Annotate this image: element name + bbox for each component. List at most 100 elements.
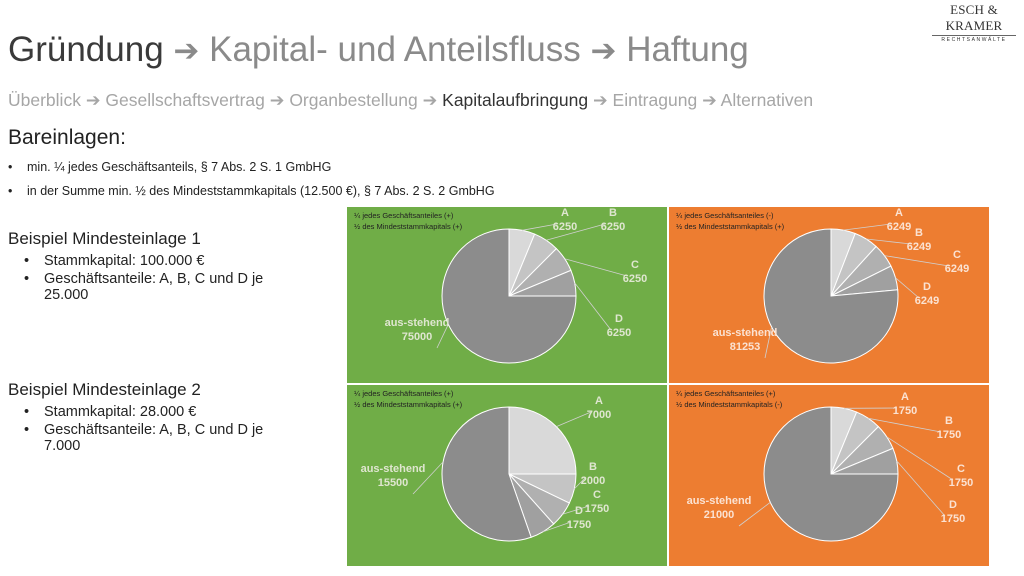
bullet-item: • in der Summe min. ½ des Mindeststammkap…	[8, 184, 495, 198]
slice-label: C	[631, 259, 639, 271]
pie-chart: A 1750 B 1750 C 1750 D 1750 aus-stehend 21000	[687, 391, 973, 542]
slice-value: 1750	[585, 503, 609, 515]
slice-label: aus-stehend	[385, 317, 450, 329]
list-item: • Stammkapital: 100.000 €	[24, 253, 205, 269]
arrow-right-icon: ➔	[590, 33, 617, 68]
list-item: • Geschäftsanteile: A, B, C und D je 25.0…	[24, 271, 264, 303]
example1-list: • Stammkapital: 100.000 € • Geschäftsantei…	[24, 253, 274, 305]
pie-slice-aus-stehend	[441, 228, 577, 364]
slice-label: B	[915, 227, 923, 239]
leader-line	[886, 436, 954, 481]
arrow-right-icon: ➔	[269, 90, 285, 110]
leader-line	[546, 223, 606, 241]
company-logo: ESCH & KRAMER RECHTSANWÄLTE	[928, 2, 1020, 43]
leader-line	[562, 505, 590, 515]
leader-line	[866, 238, 912, 245]
pie-chart: A 6250 B 6250 C 6250 D 6250 aus-stehend 75000	[385, 207, 647, 364]
bullet-dot-icon: •	[24, 253, 30, 269]
slice-label: C	[953, 249, 961, 261]
slice-value: 6249	[915, 295, 939, 307]
breadcrumb: Überblick ➔ Gesellschaftsvertrag ➔ Organ…	[8, 90, 813, 111]
slice-label: aus-stehend	[687, 495, 752, 507]
slice-label: D	[575, 505, 583, 517]
leader-line	[542, 521, 572, 533]
slice-value: 21000	[704, 509, 735, 521]
slice-label: B	[589, 461, 597, 473]
slice-label: aus-stehend	[713, 327, 778, 339]
title-part-gruendung: Gründung	[8, 30, 164, 69]
example2-title: Beispiel Mindesteinlage 2	[8, 380, 201, 399]
slice-value: 6250	[553, 221, 577, 233]
slice-value: 6250	[623, 273, 647, 285]
pie-slice-aus-stehend	[763, 406, 899, 542]
nav-item-kapitalaufbringung[interactable]: Kapitalaufbringung	[442, 90, 589, 110]
slice-label: A	[595, 395, 603, 407]
chart-caption-line: ½ des Mindeststammkapitals (+)	[354, 400, 463, 409]
slice-value: 15500	[378, 477, 409, 489]
slice-value: 6250	[601, 221, 625, 233]
slice-value: 81253	[730, 341, 761, 353]
arrow-right-icon: ➔	[173, 33, 200, 68]
nav-item-ueberblick[interactable]: Überblick	[8, 90, 81, 110]
logo-divider	[932, 35, 1016, 36]
chart-caption-line: ½ des Mindeststammkapitals (+)	[676, 222, 785, 231]
bullet-dot-icon: •	[24, 422, 30, 438]
slice-value: 1750	[937, 429, 961, 441]
slice-value: 1750	[941, 513, 965, 525]
example1-title: Beispiel Mindesteinlage 1	[8, 229, 201, 248]
bullet-item: • min. ¼ jedes Geschäftsanteils, § 7 Abs.…	[8, 160, 331, 174]
chart-caption: ¼ jedes Geschäftsanteiles (+) ½ des Minde…	[676, 388, 782, 410]
slice-label: aus-stehend	[361, 463, 426, 475]
chart-caption-line: ¼ jedes Geschäftsanteiles (+)	[354, 211, 454, 220]
leader-line	[574, 282, 612, 331]
slice-value: 2000	[581, 475, 605, 487]
pie-chart-panel: A 6249 B 6249 C 6249 D 6249 aus-stehend 81253 ¼ je…	[669, 207, 989, 383]
nav-item-alternativen[interactable]: Alternativen	[720, 90, 814, 110]
logo-name: ESCH & KRAMER	[945, 2, 1003, 33]
title-part-haftung: Haftung	[626, 30, 749, 69]
slice-label: C	[593, 489, 601, 501]
chart-caption-line: ¼ jedes Geschäftsanteiles (+)	[676, 389, 776, 398]
slice-label: D	[949, 499, 957, 511]
nav-item-gesellschaftsvertrag[interactable]: Gesellschaftsvertrag	[105, 90, 265, 110]
arrow-right-icon: ➔	[702, 90, 717, 110]
chart-caption-line: ¼ jedes Geschäftsanteiles (-)	[676, 211, 774, 220]
bullet-text: min. ¼ jedes Geschäftsanteils, § 7 Abs. …	[27, 160, 332, 174]
arrow-right-icon: ➔	[592, 90, 608, 110]
arrow-right-icon: ➔	[422, 90, 438, 110]
pie-chart-panel: A 6250 B 6250 C 6250 D 6250 aus-stehend 75000 ¼ je…	[347, 207, 667, 383]
slice-label: A	[895, 207, 903, 219]
leader-line	[868, 417, 942, 433]
slice-value: 1750	[567, 519, 591, 531]
chart-caption: ¼ jedes Geschäftsanteiles (+) ½ des Minde…	[354, 210, 462, 232]
chart-caption: ¼ jedes Geschäftsanteiles (+) ½ des Minde…	[354, 388, 462, 410]
slice-label: A	[901, 391, 909, 403]
slice-value: 75000	[402, 331, 433, 343]
slice-value: 6249	[945, 263, 969, 275]
leader-line	[564, 258, 628, 277]
leader-line	[412, 461, 444, 495]
pie-chart-panel: A 1750 B 1750 C 1750 D 1750 aus-stehend 21000 ¼ je…	[669, 385, 989, 566]
leader-line	[896, 460, 946, 517]
list-item: • Stammkapital: 28.000 €	[24, 404, 197, 420]
slice-label: A	[561, 207, 569, 219]
slice-label: C	[957, 463, 965, 475]
leader-line	[843, 223, 892, 231]
chart-caption: ¼ jedes Geschäftsanteiles (-) ½ des Minde…	[676, 210, 784, 232]
leader-line	[764, 326, 772, 359]
leader-line	[436, 324, 449, 349]
slide-title: Gründung ➔ Kapital- und Anteilsfluss ➔ H…	[8, 30, 749, 70]
list-item: • Geschäftsanteile: A, B, C und D je 7.00…	[24, 422, 264, 454]
bullet-text: in der Summe min. ½ des Mindeststammkapi…	[27, 184, 495, 198]
slice-value: 7000	[587, 409, 611, 421]
slice-value: 6250	[607, 327, 631, 339]
pie-chart: A 6249 B 6249 C 6249 D 6249 aus-stehend 81253	[713, 207, 969, 364]
leader-line	[522, 223, 558, 231]
example2-list: • Stammkapital: 28.000 € • Geschäftsanteil…	[24, 404, 274, 456]
pie-slice-a	[508, 406, 577, 475]
leader-line	[884, 255, 950, 267]
leader-line	[738, 501, 771, 527]
nav-item-organbestellung[interactable]: Organbestellung	[289, 90, 418, 110]
nav-item-eintragung[interactable]: Eintragung	[612, 90, 698, 110]
